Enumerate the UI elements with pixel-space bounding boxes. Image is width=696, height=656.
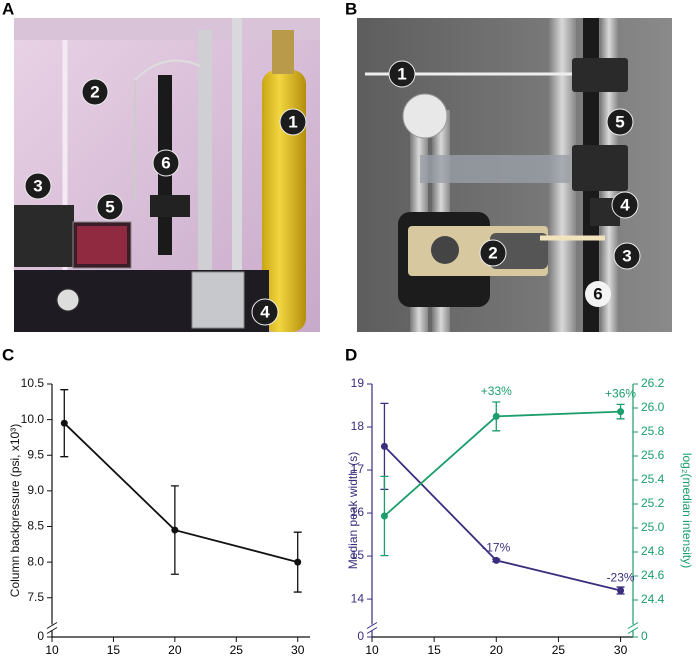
marker-badge — [152, 149, 180, 177]
marker-number: 6 — [161, 153, 170, 172]
x-tick-label: 20 — [490, 643, 504, 656]
marker-badge — [611, 191, 639, 219]
x-tick-label: 25 — [552, 643, 566, 656]
data-point — [617, 586, 625, 594]
axis-break-mark — [46, 627, 58, 634]
marker-number: 6 — [593, 284, 602, 303]
y-tick-label: 0 — [357, 629, 364, 643]
y-tick-label: 18 — [351, 419, 365, 433]
panel-label: C — [2, 345, 14, 364]
marker-badge — [613, 242, 641, 270]
axis-break-gap — [366, 624, 378, 631]
marker-number: 5 — [105, 197, 114, 216]
y-tick-label: 8.0 — [27, 554, 44, 568]
y-tick-label: 19 — [351, 376, 365, 390]
marker-badge — [585, 281, 611, 307]
axis-break-mark — [627, 622, 639, 629]
y2-tick-label: 24.4 — [641, 592, 665, 606]
data-point — [492, 412, 500, 420]
marker-number: 2 — [90, 82, 99, 101]
panel-label: B — [345, 0, 357, 18]
y2-tick-label: 26.2 — [641, 376, 665, 390]
axis-break-gap — [627, 624, 639, 631]
y-tick-label: 10.0 — [21, 412, 45, 426]
y-tick-label: 15 — [351, 548, 365, 562]
x-tick-label: 30 — [614, 643, 628, 656]
y2-tick-label: 25.4 — [641, 472, 665, 486]
y-tick-label: 9.5 — [27, 447, 44, 461]
x-tick-label: 20 — [168, 643, 182, 656]
y2-tick-label: 0 — [641, 629, 648, 643]
y-tick-label: 14 — [351, 591, 365, 605]
data-point — [617, 408, 625, 416]
axis-break-gap — [46, 624, 58, 631]
marker-number: 2 — [488, 243, 497, 262]
marker-number: 4 — [620, 195, 630, 214]
x-tick-label: 10 — [365, 643, 379, 656]
y-tick-label: 0 — [37, 629, 44, 643]
x-tick-label: 30 — [291, 643, 305, 656]
panel-label: D — [345, 345, 357, 364]
point-label: -23% — [607, 571, 635, 585]
marker-badge — [606, 108, 634, 136]
marker-number: 4 — [260, 302, 270, 321]
marker-badge — [479, 239, 507, 267]
data-point — [171, 526, 179, 534]
marker-number: 1 — [397, 64, 406, 83]
x-tick-label: 15 — [107, 643, 121, 656]
point-label: +36% — [605, 387, 636, 401]
y-tick-label: 16 — [351, 505, 365, 519]
y2-tick-label: 26.0 — [641, 400, 665, 414]
y-tick-label: 7.5 — [27, 590, 44, 604]
y2-tick-label: 25.8 — [641, 424, 665, 438]
marker-number: 3 — [33, 176, 42, 195]
data-point — [294, 558, 302, 566]
data-point — [492, 556, 500, 564]
x-tick-label: 25 — [230, 643, 244, 656]
y2-axis-title: log₂(median intensity) — [680, 453, 694, 568]
y-axis-title: Column backpressure (psi, x10³) — [8, 424, 22, 597]
y-tick-label: 9.0 — [27, 483, 44, 497]
y2-tick-label: 25.6 — [641, 448, 665, 462]
marker-number: 5 — [615, 112, 624, 131]
point-label: +33% — [481, 384, 512, 398]
y2-tick-label: 25.0 — [641, 520, 665, 534]
y-tick-label: 8.5 — [27, 519, 44, 533]
marker-badge — [81, 78, 109, 106]
series-line — [383, 445, 621, 592]
x-tick-label: 15 — [427, 643, 441, 656]
y-tick-label: 17 — [351, 462, 365, 476]
marker-badge — [279, 108, 307, 136]
panel-label: A — [2, 0, 14, 18]
data-point — [380, 512, 388, 520]
data-point — [380, 442, 388, 450]
series-line — [63, 422, 298, 563]
axis-break-mark — [366, 627, 378, 634]
axis-break-mark — [627, 627, 639, 634]
y2-tick-label: 24.8 — [641, 544, 665, 558]
photo-a — [14, 18, 320, 332]
axis-break-mark — [46, 622, 58, 629]
marker-number: 3 — [622, 246, 631, 265]
series-line — [383, 410, 621, 517]
point-label: -17% — [482, 541, 510, 555]
x-tick-label: 10 — [45, 643, 59, 656]
y2-tick-label: 25.2 — [641, 496, 665, 510]
marker-badge — [388, 60, 416, 88]
y-tick-label: 10.5 — [21, 376, 45, 390]
data-point — [60, 419, 68, 427]
y2-tick-label: 24.6 — [641, 568, 665, 582]
marker-number: 1 — [288, 112, 297, 131]
y-axis-title: Median peak width (s) — [346, 452, 360, 569]
marker-badge — [96, 193, 124, 221]
axis-break-mark — [366, 622, 378, 629]
marker-badge — [251, 298, 279, 326]
marker-badge — [24, 172, 52, 200]
